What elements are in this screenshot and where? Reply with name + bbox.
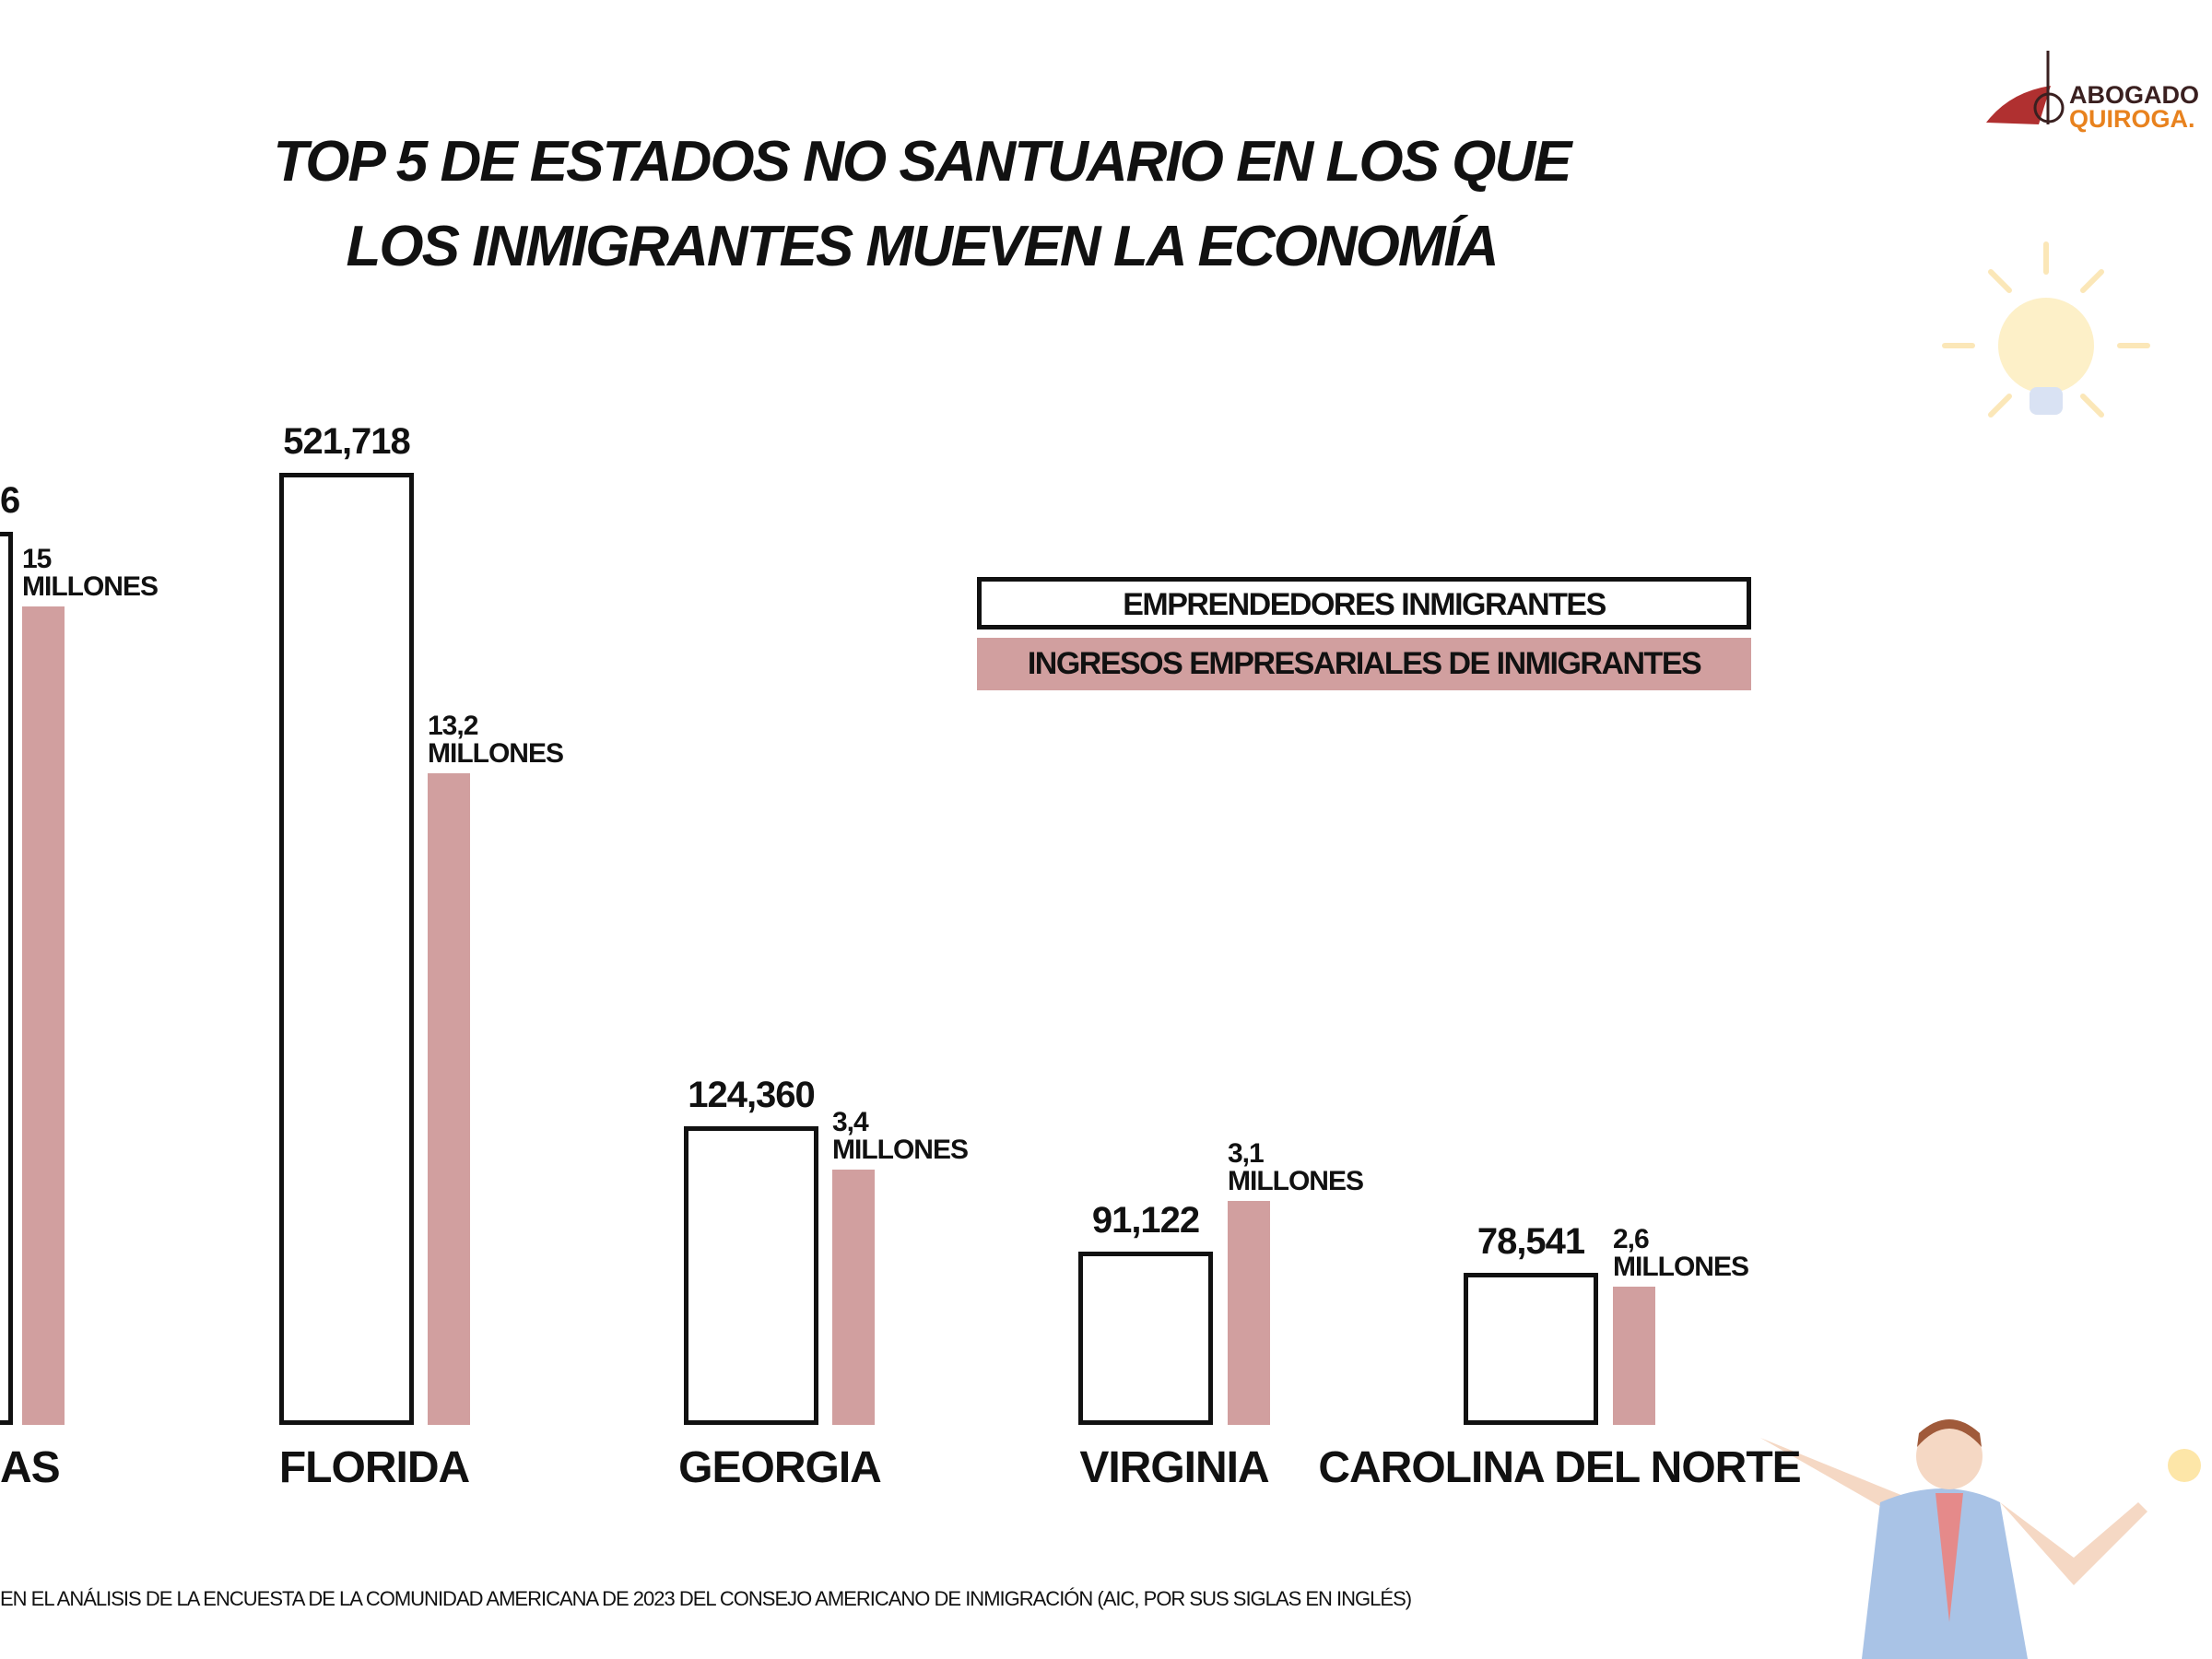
bar-emprendedores — [684, 1126, 818, 1425]
bar-emprendedores — [0, 532, 13, 1425]
bar-ingresos — [428, 773, 470, 1425]
value-label-emprendedores: 91,122 — [1091, 1200, 1200, 1241]
value-number: 13,2 — [428, 711, 478, 741]
value-label-ingresos: 3,4 MILLONES — [832, 1107, 969, 1165]
value-label-ingresos: 15 MILLONES — [22, 544, 159, 602]
category-label: AS — [0, 1443, 61, 1492]
value-unit: MILLONES — [1228, 1166, 1364, 1196]
value-label-ingresos: 13,2 MILLONES — [428, 711, 564, 769]
category-label: GEORGIA — [678, 1443, 882, 1492]
value-number: 15 — [22, 544, 52, 574]
abogado-quiroga-logo: ABOGADO QUIROGA. — [1986, 51, 2199, 133]
value-unit: MILLONES — [832, 1135, 969, 1165]
value-label-ingresos: 2,6 MILLONES — [1613, 1224, 1749, 1282]
chart-title-line-1: TOP 5 DE ESTADOS NO SANTUARIO EN LOS QUE — [273, 130, 1571, 194]
bar-ingresos — [22, 606, 65, 1425]
value-label-emprendedores: 124,360 — [688, 1075, 816, 1115]
value-unit: MILLONES — [428, 738, 564, 769]
value-label-emprendedores: 521,718 — [283, 421, 411, 462]
value-label-emprendedores: 78,541 — [1477, 1221, 1585, 1262]
value-label-ingresos: 3,1 MILLONES — [1228, 1138, 1364, 1196]
value-label-emprendedores: 6 — [0, 480, 20, 521]
category-label: CAROLINA DEL NORTE — [1318, 1443, 1801, 1492]
value-number: 3,1 — [1228, 1138, 1265, 1169]
lightbulb-icon — [1942, 241, 2150, 418]
bar-emprendedores — [279, 473, 414, 1425]
value-number: 2,6 — [1613, 1224, 1650, 1254]
bar-ingresos — [1228, 1201, 1270, 1425]
man-illustration — [1760, 1419, 2201, 1659]
source-footnote: EN EL ANÁLISIS DE LA ENCUESTA DE LA COMU… — [0, 1587, 1412, 1610]
bar-ingresos — [832, 1170, 875, 1425]
value-number: 3,4 — [832, 1107, 869, 1137]
legend-item-ingresos: INGRESOS EMPRESARIALES DE INMIGRANTES — [977, 638, 1751, 690]
bar-emprendedores — [1464, 1273, 1598, 1425]
legend-item-emprendedores: EMPRENDEDORES INMIGRANTES — [977, 577, 1751, 629]
legend-label: EMPRENDEDORES INMIGRANTES — [1123, 587, 1606, 622]
svg-text:QUIROGA.: QUIROGA. — [2069, 105, 2195, 133]
category-label: FLORIDA — [278, 1443, 470, 1492]
value-unit: MILLONES — [1613, 1252, 1749, 1282]
svg-text:ABOGADO: ABOGADO — [2069, 81, 2199, 109]
chart-title-line-2: LOS INMIGRANTES MUEVEN LA ECONOMÍA — [346, 215, 1500, 278]
bar-ingresos — [1613, 1287, 1655, 1425]
value-unit: MILLONES — [22, 571, 159, 602]
category-label: VIRGINIA — [1079, 1443, 1269, 1492]
legend-label: INGRESOS EMPRESARIALES DE INMIGRANTES — [1027, 646, 1702, 681]
bar-emprendedores — [1078, 1252, 1213, 1425]
